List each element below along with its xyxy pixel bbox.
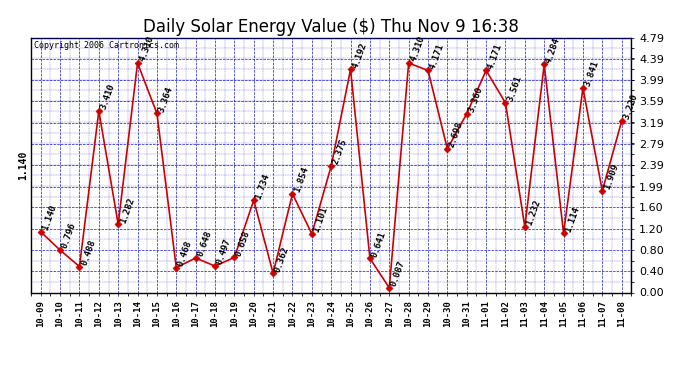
Title: Daily Solar Energy Value ($) Thu Nov 9 16:38: Daily Solar Energy Value ($) Thu Nov 9 1… (144, 18, 519, 36)
Text: 0.641: 0.641 (370, 230, 388, 258)
Text: 4.192: 4.192 (351, 41, 368, 69)
Text: 3.410: 3.410 (99, 82, 117, 111)
Y-axis label: 1.140: 1.140 (18, 150, 28, 180)
Text: 1.282: 1.282 (118, 196, 136, 224)
Text: 1.734: 1.734 (254, 172, 271, 200)
Text: 0.658: 0.658 (235, 229, 252, 258)
Text: 3.220: 3.220 (622, 93, 640, 121)
Text: 2.375: 2.375 (331, 138, 349, 166)
Text: 4.310: 4.310 (408, 35, 426, 63)
Text: 1.909: 1.909 (602, 162, 620, 191)
Text: 1.101: 1.101 (312, 206, 330, 234)
Text: 4.171: 4.171 (486, 42, 504, 70)
Text: 4.310: 4.310 (137, 35, 155, 63)
Text: 1.854: 1.854 (293, 165, 310, 194)
Text: 3.364: 3.364 (157, 85, 175, 113)
Text: 0.362: 0.362 (273, 245, 290, 273)
Text: 1.232: 1.232 (525, 199, 542, 227)
Text: 3.841: 3.841 (583, 60, 600, 88)
Text: 1.140: 1.140 (41, 204, 59, 232)
Text: 0.087: 0.087 (389, 260, 407, 288)
Text: 0.796: 0.796 (60, 222, 78, 250)
Text: Copyright 2006 Cartronics.com: Copyright 2006 Cartronics.com (34, 41, 179, 50)
Text: 0.648: 0.648 (196, 230, 213, 258)
Text: 4.284: 4.284 (544, 36, 562, 64)
Text: 2.698: 2.698 (447, 120, 465, 149)
Text: 1.114: 1.114 (564, 205, 581, 233)
Text: 3.561: 3.561 (506, 75, 523, 103)
Text: 3.360: 3.360 (466, 85, 484, 114)
Text: 0.497: 0.497 (215, 238, 233, 266)
Text: 0.488: 0.488 (79, 238, 97, 267)
Text: 0.468: 0.468 (176, 239, 194, 268)
Text: 4.171: 4.171 (428, 42, 446, 70)
